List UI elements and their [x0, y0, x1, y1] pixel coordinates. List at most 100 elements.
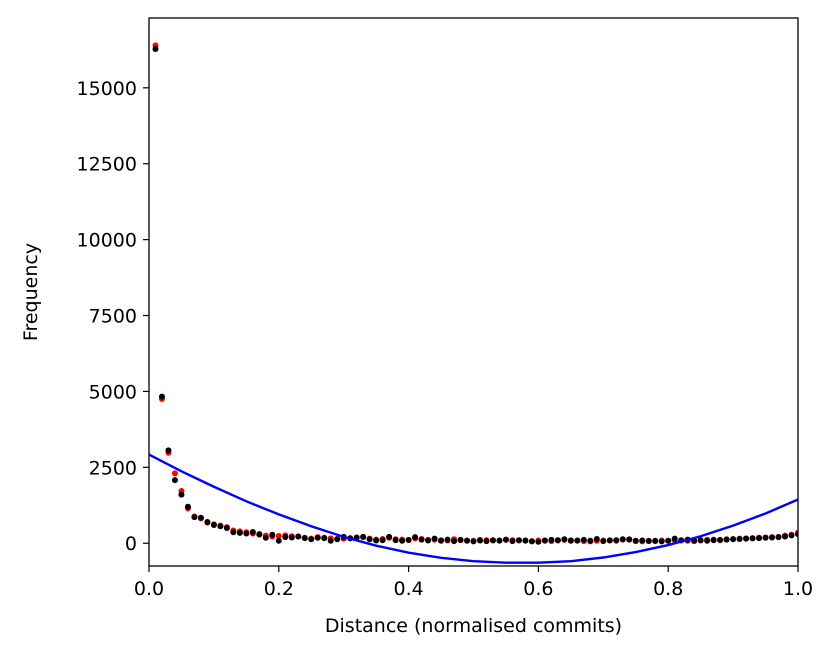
- black-point: [464, 537, 471, 544]
- x-axis-label: Distance (normalised commits): [325, 615, 622, 637]
- black-point: [743, 535, 750, 542]
- black-point: [600, 538, 607, 545]
- black-point: [593, 535, 600, 542]
- black-point: [671, 535, 678, 542]
- black-point: [606, 537, 613, 544]
- black-point: [399, 537, 406, 544]
- black-point: [269, 531, 276, 538]
- black-point: [782, 533, 789, 540]
- x-tick-label: 0.4: [393, 578, 423, 600]
- black-point: [587, 537, 594, 544]
- black-point: [769, 534, 776, 541]
- black-point: [723, 536, 730, 543]
- black-point: [535, 538, 542, 545]
- black-point: [223, 525, 230, 532]
- black-point: [639, 537, 646, 544]
- black-point: [379, 537, 386, 544]
- black-point: [425, 537, 432, 544]
- black-point: [756, 535, 763, 542]
- black-point: [165, 447, 172, 454]
- y-axis-label: Frequency: [20, 243, 42, 341]
- black-point: [191, 514, 198, 521]
- black-point: [704, 537, 711, 544]
- black-point: [457, 536, 464, 543]
- black-point: [282, 534, 289, 541]
- black-point: [697, 537, 704, 544]
- black-point: [295, 533, 302, 540]
- black-point: [327, 537, 334, 544]
- black-point: [158, 393, 165, 400]
- black-point: [301, 535, 308, 542]
- y-tick-label: 5000: [89, 381, 137, 403]
- black-point: [366, 536, 373, 543]
- y-tick-label: 12500: [77, 154, 137, 176]
- series-layer: [149, 42, 798, 564]
- black-point: [418, 536, 425, 543]
- black-point: [795, 531, 798, 538]
- black-point: [275, 537, 282, 544]
- black-point: [665, 537, 672, 544]
- black-point: [652, 537, 659, 544]
- black-point: [736, 535, 743, 542]
- black-point: [152, 45, 159, 52]
- black-point: [288, 534, 295, 541]
- black-point: [710, 537, 717, 544]
- y-tick-label: 10000: [77, 230, 137, 252]
- y-tick-label: 7500: [89, 306, 137, 328]
- black-point: [308, 536, 315, 543]
- black-point: [509, 538, 516, 545]
- y-axis-ticks: 0 2500 5000 7500 10000 12500 15000: [77, 78, 149, 555]
- black-point: [444, 536, 451, 543]
- black-point: [619, 536, 626, 543]
- y-tick-label: 15000: [77, 78, 137, 100]
- black-point: [386, 533, 393, 540]
- black-point: [184, 503, 191, 510]
- black-point: [178, 491, 185, 498]
- plot-frame: [148, 17, 799, 567]
- black-point: [204, 518, 211, 525]
- black-point: [775, 534, 782, 541]
- black-point: [528, 538, 535, 545]
- black-point: [788, 532, 795, 539]
- black-point: [236, 529, 243, 536]
- black-point: [762, 534, 769, 541]
- x-tick-label: 1.0: [783, 578, 813, 600]
- black-point: [217, 523, 224, 530]
- black-point: [496, 537, 503, 544]
- black-point: [541, 537, 548, 544]
- x-tick-label: 0.8: [653, 578, 683, 600]
- black-point: [632, 537, 639, 544]
- black-point: [197, 514, 204, 521]
- red-point: [275, 532, 282, 539]
- x-tick-label: 0.2: [264, 578, 294, 600]
- black-point: [626, 536, 633, 543]
- black-point: [321, 535, 328, 542]
- black-point: [249, 529, 256, 535]
- black-point: [580, 536, 587, 543]
- black-point: [360, 533, 367, 540]
- black-point: [314, 534, 321, 541]
- black-point: [171, 477, 178, 484]
- black-point: [392, 537, 399, 544]
- black-point: [515, 537, 522, 544]
- black-point: [470, 538, 477, 545]
- black-point: [262, 534, 269, 541]
- x-tick-label: 0.0: [134, 578, 164, 600]
- black-point: [561, 536, 568, 543]
- red-point: [171, 470, 178, 477]
- black-point: [256, 531, 263, 538]
- black-point: [749, 535, 756, 542]
- black-point: [574, 537, 581, 544]
- black-point: [210, 522, 217, 529]
- black-point: [334, 536, 341, 543]
- black-point: [373, 537, 380, 544]
- black-point: [243, 530, 250, 537]
- black-point: [451, 538, 458, 545]
- black-point: [717, 536, 724, 543]
- black-point: [522, 537, 529, 544]
- black-point: [438, 537, 445, 544]
- black-point: [405, 536, 412, 543]
- x-tick-label: 0.6: [523, 578, 553, 600]
